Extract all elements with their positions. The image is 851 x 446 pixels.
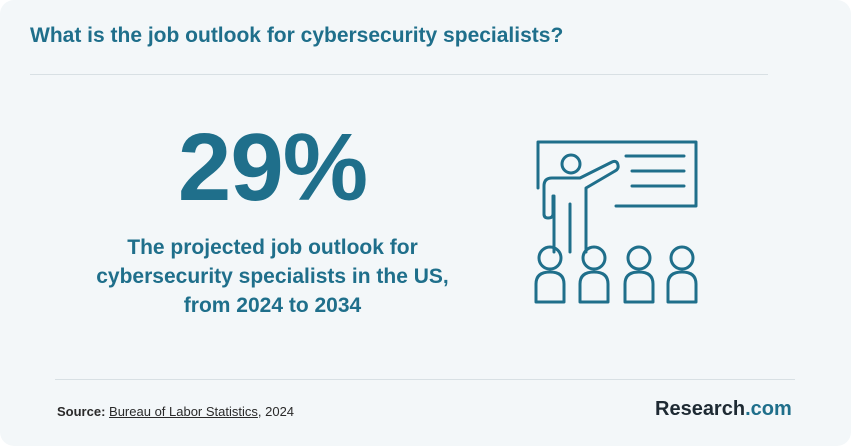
logo-suffix: .com <box>745 398 792 420</box>
stat-description-line: from 2024 to 2034 <box>183 294 362 317</box>
source-label: Source: <box>57 404 106 419</box>
header-divider <box>30 74 768 75</box>
stat-description-line: The projected job outlook for <box>127 236 418 259</box>
stat-description: The projected job outlook for cybersecur… <box>70 233 475 320</box>
page-title: What is the job outlook for cybersecurit… <box>30 24 564 47</box>
stat-description-line: cybersecurity specialists in the US, <box>96 265 449 288</box>
stat-value: 29% <box>177 114 368 221</box>
source-link[interactable]: Bureau of Labor Statistics <box>109 404 258 419</box>
brand-logo[interactable]: Research.com <box>655 398 792 421</box>
logo-main: Research <box>655 398 746 420</box>
teacher-presentation-icon <box>520 134 710 314</box>
source-citation: Source: Bureau of Labor Statistics, 2024 <box>57 404 294 419</box>
source-suffix: , 2024 <box>257 404 295 419</box>
footer-divider <box>55 379 795 380</box>
